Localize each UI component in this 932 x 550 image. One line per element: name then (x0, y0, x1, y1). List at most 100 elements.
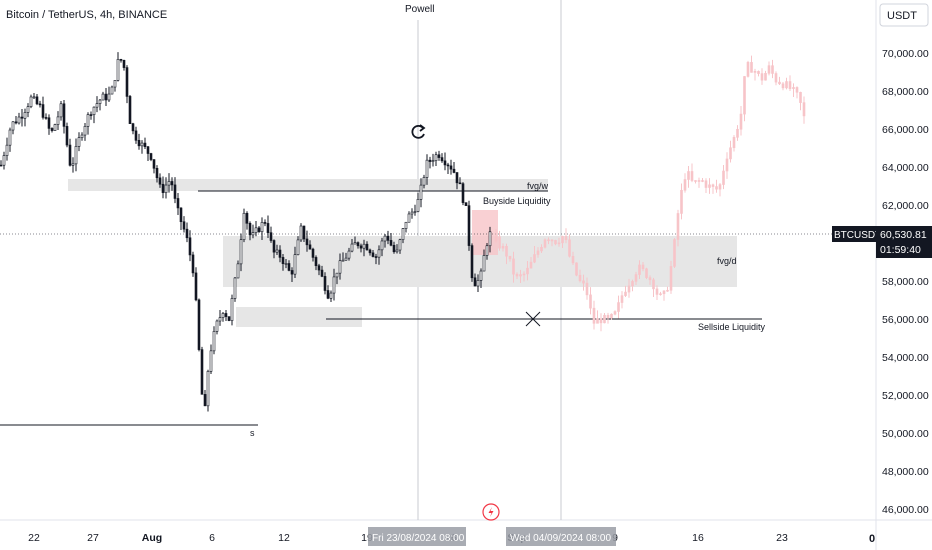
price-candles (0, 52, 492, 412)
candle-body (464, 202, 468, 206)
projection-candle-body (526, 267, 529, 275)
candle-body (107, 93, 111, 101)
projection-candle-body (624, 291, 627, 296)
candle-body (122, 59, 126, 68)
candle-body (71, 163, 75, 166)
x-tick-label: 16 (692, 532, 704, 544)
projection-candle-body (725, 158, 729, 172)
candle-body (266, 223, 270, 233)
candle-body (56, 116, 60, 125)
y-tick-label: 70,000.00 (882, 48, 929, 60)
candle-body (380, 240, 384, 251)
projection-candle-body (781, 83, 785, 89)
currency-box[interactable] (879, 3, 929, 27)
candle-body (8, 129, 12, 146)
candle-body (329, 292, 333, 299)
sellside-block-zone[interactable] (236, 307, 362, 327)
candle-body (206, 371, 210, 407)
price-axis[interactable] (876, 0, 932, 520)
candle-body (212, 331, 216, 352)
candle-body (395, 249, 399, 253)
projection-candle-body (561, 236, 564, 244)
candle-body (452, 168, 456, 173)
candle-body (245, 212, 249, 224)
candle-body (269, 232, 273, 241)
candle-body (260, 222, 264, 233)
candle-body (389, 240, 393, 246)
crosshair-time-left-bg (368, 527, 466, 546)
candle-body (35, 96, 39, 105)
projection-candle-body (557, 242, 561, 245)
projection-candle-body (582, 280, 585, 284)
projection-candle-body (648, 277, 652, 281)
candle-body (236, 263, 240, 279)
candle-body (332, 276, 336, 294)
projection-candle-body (498, 236, 501, 249)
candle-body (437, 154, 441, 158)
candle-body (449, 165, 453, 170)
projection-candle-body (564, 236, 568, 241)
projection-candle-body (543, 239, 547, 248)
candle-body (161, 183, 165, 193)
projection-candle-body (795, 87, 799, 93)
candle-body (164, 184, 168, 193)
candle-body (203, 394, 207, 407)
projection-candle-body (729, 147, 732, 160)
candle-body (422, 177, 426, 186)
candle-body (293, 254, 297, 275)
candle-body (110, 86, 114, 95)
projection-candle-body (676, 213, 680, 240)
axis-corner-label: 0 (869, 533, 875, 545)
candle-body (290, 270, 294, 275)
projection-candle-body (554, 240, 557, 245)
candle-body (248, 223, 252, 236)
candle-body (407, 213, 411, 223)
lightning-icon[interactable] (482, 503, 500, 521)
projection-candle-body (764, 73, 767, 81)
projection-candle-body (508, 255, 512, 260)
candle-body (305, 238, 309, 246)
candle-body (374, 256, 378, 258)
projection-candle-body (613, 311, 617, 315)
candle-body (359, 245, 363, 249)
projection-candle-body (690, 171, 694, 181)
candle-body (2, 155, 6, 166)
fvg-w-zone[interactable] (68, 179, 548, 191)
candle-body (347, 250, 351, 259)
candle-body (125, 67, 129, 97)
projection-candle-body (519, 274, 522, 277)
entry-highlight-zone[interactable] (472, 210, 498, 255)
candle-body (44, 117, 48, 119)
candle-body (278, 249, 282, 258)
y-tick-label: 68,000.00 (882, 86, 929, 98)
candle-body (176, 198, 180, 209)
candle-body (29, 96, 33, 107)
candle-body (128, 96, 132, 124)
y-tick-label: 66,000.00 (882, 124, 929, 136)
projection-candle-body (596, 318, 599, 324)
projection-candle-body (760, 73, 764, 81)
candle-body (314, 257, 318, 267)
x-tick-label: 27 (87, 532, 99, 544)
candle-body (227, 316, 231, 321)
candle-body (53, 124, 57, 131)
projection-candle-body (645, 268, 648, 278)
projection-candle-body (540, 246, 543, 252)
refresh-icon[interactable] (411, 124, 426, 139)
projection-candle-body (662, 290, 666, 295)
projection-bars (494, 55, 806, 332)
candle-body (404, 221, 408, 229)
candle-body (296, 239, 300, 255)
projection-candle-body (673, 239, 676, 267)
crosshair-time-right-bg (506, 527, 616, 546)
candle-body (197, 299, 201, 350)
candle-body (344, 257, 348, 261)
projection-candle-body (585, 282, 589, 296)
x-tick-label: 6 (209, 532, 215, 544)
candle-body (137, 140, 141, 147)
projection-candle-body (802, 102, 806, 117)
candle-body (425, 159, 429, 178)
projection-candle-body (603, 314, 606, 324)
candle-body (428, 159, 432, 162)
